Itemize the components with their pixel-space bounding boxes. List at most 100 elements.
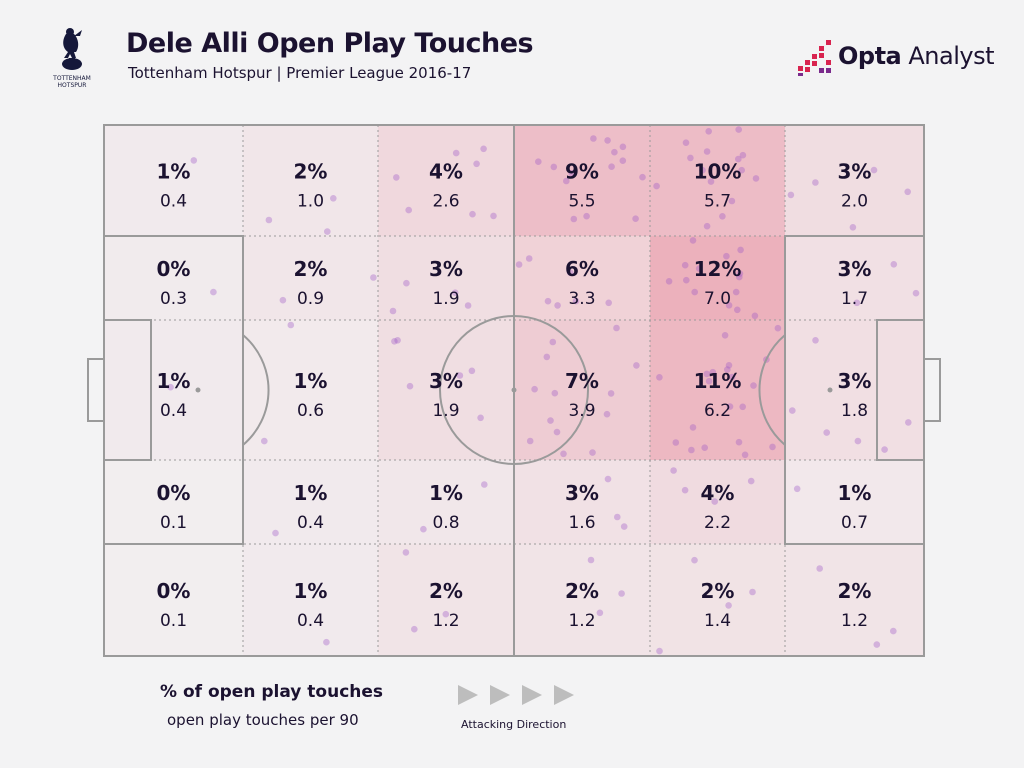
zone-per90-r3-c1: 0.4 bbox=[297, 513, 324, 533]
touch-dot bbox=[402, 549, 410, 556]
touch-dot bbox=[589, 449, 596, 456]
touch-dot bbox=[265, 216, 273, 224]
touch-dot bbox=[613, 324, 620, 332]
touch-dot bbox=[695, 265, 703, 272]
zone-per90-r3-c3: 1.6 bbox=[568, 513, 595, 533]
left-penalty-arc bbox=[242, 334, 270, 446]
touch-dot bbox=[287, 321, 295, 329]
touch-dot bbox=[620, 523, 628, 530]
touch-dot bbox=[632, 215, 639, 222]
touch-dot bbox=[723, 252, 730, 260]
touch-dot bbox=[604, 475, 612, 483]
touch-dot bbox=[656, 374, 663, 381]
crest-text-1: TOTTENHAM bbox=[52, 75, 91, 82]
touch-dot bbox=[633, 362, 640, 369]
touch-dot bbox=[728, 373, 736, 381]
touch-dot bbox=[681, 486, 689, 494]
touch-dot bbox=[391, 338, 398, 345]
heat-cell-r2-c2 bbox=[378, 320, 514, 460]
heat-cell-r4-c2 bbox=[378, 544, 514, 656]
centre-spot bbox=[511, 387, 517, 393]
touch-dot bbox=[912, 289, 920, 297]
touch-dot bbox=[614, 513, 621, 521]
touch-dot bbox=[549, 338, 557, 346]
touch-dot bbox=[707, 178, 715, 185]
touch-dot bbox=[403, 279, 410, 287]
touch-dot bbox=[701, 444, 708, 452]
touch-dot bbox=[724, 366, 731, 373]
touch-dot bbox=[904, 188, 911, 196]
opta-analyst-logo-icon bbox=[798, 40, 831, 76]
touch-dot bbox=[734, 306, 741, 314]
touch-dot bbox=[812, 337, 819, 344]
touch-dot bbox=[619, 157, 627, 164]
touch-dot bbox=[853, 299, 861, 307]
touch-dot bbox=[725, 302, 733, 309]
touch-dot bbox=[481, 481, 488, 488]
touch-dot bbox=[560, 450, 567, 458]
heat-cell-r3-c5 bbox=[785, 460, 924, 544]
touch-dot bbox=[719, 213, 726, 220]
touch-dot bbox=[464, 302, 472, 309]
touch-dot bbox=[672, 439, 680, 446]
touch-dot bbox=[689, 237, 697, 244]
heat-cell-r4-c3 bbox=[514, 544, 650, 656]
touch-dot bbox=[490, 212, 497, 220]
left-goal bbox=[87, 358, 105, 422]
touch-dot bbox=[665, 278, 673, 285]
heat-cell-r2-c5 bbox=[785, 320, 924, 460]
touch-dot bbox=[451, 289, 459, 297]
touch-dot bbox=[394, 337, 401, 344]
heatmap-cells bbox=[104, 125, 924, 656]
touch-dot bbox=[279, 296, 287, 304]
touch-dot bbox=[570, 215, 578, 223]
heat-cell-r2-c0 bbox=[104, 320, 243, 460]
touch-dot bbox=[554, 302, 561, 309]
touch-dot bbox=[681, 261, 689, 269]
touch-dot bbox=[452, 149, 460, 157]
touch-dot bbox=[735, 438, 743, 446]
heat-cell-r1-c3 bbox=[514, 236, 650, 320]
touch-dot bbox=[411, 625, 418, 633]
touch-dot bbox=[543, 353, 551, 361]
right-goal bbox=[923, 358, 941, 422]
zone-per90-r0-c4: 5.7 bbox=[704, 192, 731, 212]
zone-percent-r0-c0: 1% bbox=[157, 160, 191, 184]
zone-per90-r1-c3: 3.3 bbox=[568, 289, 595, 309]
touch-dot bbox=[741, 451, 749, 459]
touch-dot bbox=[515, 261, 523, 268]
touch-dot bbox=[473, 160, 480, 168]
touch-dot bbox=[749, 588, 756, 596]
touch-dot bbox=[735, 126, 742, 133]
touch-dot bbox=[370, 274, 377, 281]
zone-percent-r3-c5: 1% bbox=[838, 481, 872, 505]
zone-per90-r2-c2: 1.9 bbox=[432, 401, 459, 421]
touch-dot bbox=[535, 158, 542, 165]
touch-dot bbox=[323, 638, 330, 646]
touch-dot bbox=[682, 139, 690, 146]
zone-percent-r3-c3: 3% bbox=[565, 481, 599, 505]
zone-per90-r4-c1: 0.4 bbox=[297, 611, 324, 631]
zone-per90-r0-c2: 2.6 bbox=[432, 192, 459, 212]
touch-dot bbox=[789, 407, 796, 414]
touch-dot bbox=[389, 307, 397, 315]
touch-dot bbox=[699, 166, 706, 174]
touch-dot bbox=[324, 228, 331, 235]
touch-dot bbox=[619, 143, 627, 151]
touch-dot bbox=[711, 498, 718, 505]
touch-dot bbox=[849, 224, 857, 231]
heat-cell-r3-c2 bbox=[378, 460, 514, 544]
zone-per90-r2-c4: 6.2 bbox=[704, 401, 731, 421]
touch-dot bbox=[590, 135, 597, 142]
touch-dot bbox=[456, 372, 464, 379]
touch-dot bbox=[618, 590, 625, 597]
legend-per90-label: open play touches per 90 bbox=[167, 711, 359, 729]
attacking-direction-arrows-icon bbox=[458, 685, 574, 705]
touch-dot bbox=[605, 299, 612, 307]
touch-dot bbox=[553, 428, 561, 436]
touch-dot bbox=[406, 382, 414, 390]
zone-percent-r2-c4: 11% bbox=[694, 369, 742, 393]
touch-dot bbox=[691, 556, 698, 564]
heat-cell-r1-c0 bbox=[104, 236, 243, 320]
